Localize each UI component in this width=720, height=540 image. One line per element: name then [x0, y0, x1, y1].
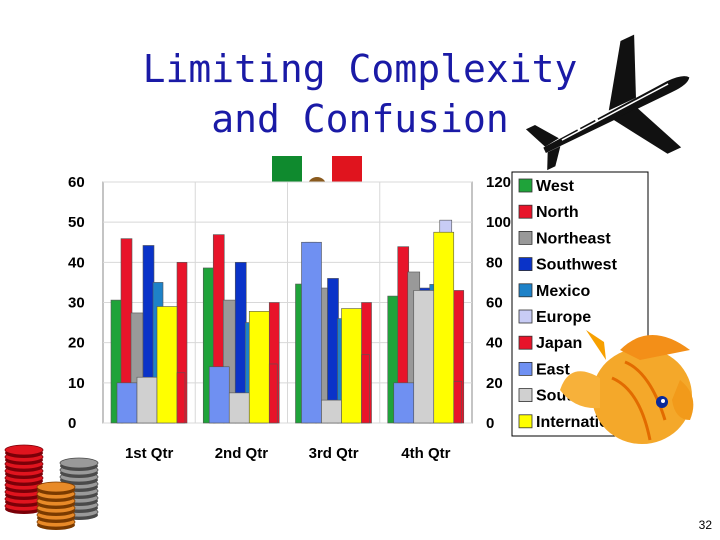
bar-south-2 [321, 399, 342, 424]
bar-east-1 [208, 366, 230, 424]
x-axis-ticks: 1st Qtr 2nd Qtr 3rd Qtr 4th Qtr [125, 445, 451, 462]
x-tick-label: 1st Qtr [125, 445, 174, 462]
x-tick-label: 3rd Qtr [309, 445, 359, 462]
x-tick-label: 4th Qtr [401, 445, 450, 462]
legend-swatch [518, 414, 533, 429]
y-right-tick-label: 120 [486, 174, 511, 191]
y-left-tick-label: 60 [68, 174, 85, 191]
legend-swatch [518, 335, 533, 350]
y-right-tick-label: 100 [486, 214, 511, 231]
y-right-tick-label: 60 [486, 295, 503, 312]
legend-swatch [518, 388, 533, 403]
coin-stacks-icon [4, 444, 99, 530]
legend-label: Mexico [536, 283, 590, 300]
page-number: 32 [698, 518, 712, 532]
coin [36, 481, 76, 493]
bar-south-0 [136, 376, 158, 424]
bar-east-2 [301, 241, 322, 424]
y-left-tick-label: 20 [68, 335, 85, 352]
coin [59, 457, 99, 469]
legend-swatch [518, 178, 533, 193]
legend-label: Southwest [536, 257, 618, 274]
bar-international-0 [156, 306, 178, 424]
x-tick-label: 2nd Qtr [215, 445, 268, 462]
bar-east-0 [116, 382, 138, 424]
y-right-tick-label: 80 [486, 254, 503, 271]
legend-swatch [518, 361, 533, 376]
y-right-tick-label: 0 [486, 415, 494, 432]
legend-label: North [536, 204, 579, 221]
legend-swatch [518, 309, 533, 324]
legend-label: Europe [536, 309, 591, 326]
title-line-1: Limiting Complexity [142, 47, 578, 91]
legend-label: Japan [536, 335, 582, 352]
y-axis-right-ticks: 0 20 40 60 80 100 120 [486, 174, 511, 432]
legend-swatch [518, 283, 533, 298]
bars [110, 219, 465, 424]
y-right-tick-label: 20 [486, 375, 503, 392]
airplane-icon [525, 34, 690, 171]
bar-south-3 [413, 290, 435, 424]
bar-international-1 [248, 311, 270, 424]
bar-east-3 [393, 382, 415, 424]
y-left-tick-label: 10 [68, 375, 85, 392]
y-left-tick-label: 0 [68, 415, 76, 432]
title-line-2: and Confusion [211, 97, 509, 141]
bar-unnamed-3 [453, 380, 463, 424]
bar-south-1 [228, 392, 250, 424]
plot-area [102, 181, 473, 424]
bar-unnamed-1 [268, 363, 278, 424]
y-left-tick-label: 50 [68, 214, 85, 231]
bar-unnamed-2 [361, 354, 370, 424]
legend-swatch [518, 257, 533, 272]
bar-unnamed-0 [176, 372, 186, 424]
bar-international-3 [433, 231, 455, 424]
y-axis-left-ticks: 0 10 20 30 40 50 60 [68, 174, 85, 432]
legend-label: West [536, 178, 575, 195]
legend-swatch [518, 204, 533, 219]
bar-international-2 [341, 308, 362, 424]
y-right-tick-label: 40 [486, 335, 503, 352]
legend-swatch [518, 230, 533, 245]
y-left-tick-label: 40 [68, 254, 85, 271]
legend-label: Northeast [536, 230, 611, 247]
fish-icon [560, 330, 694, 444]
y-left-tick-label: 30 [68, 295, 85, 312]
legend-label: East [536, 361, 570, 378]
coin [4, 444, 44, 456]
